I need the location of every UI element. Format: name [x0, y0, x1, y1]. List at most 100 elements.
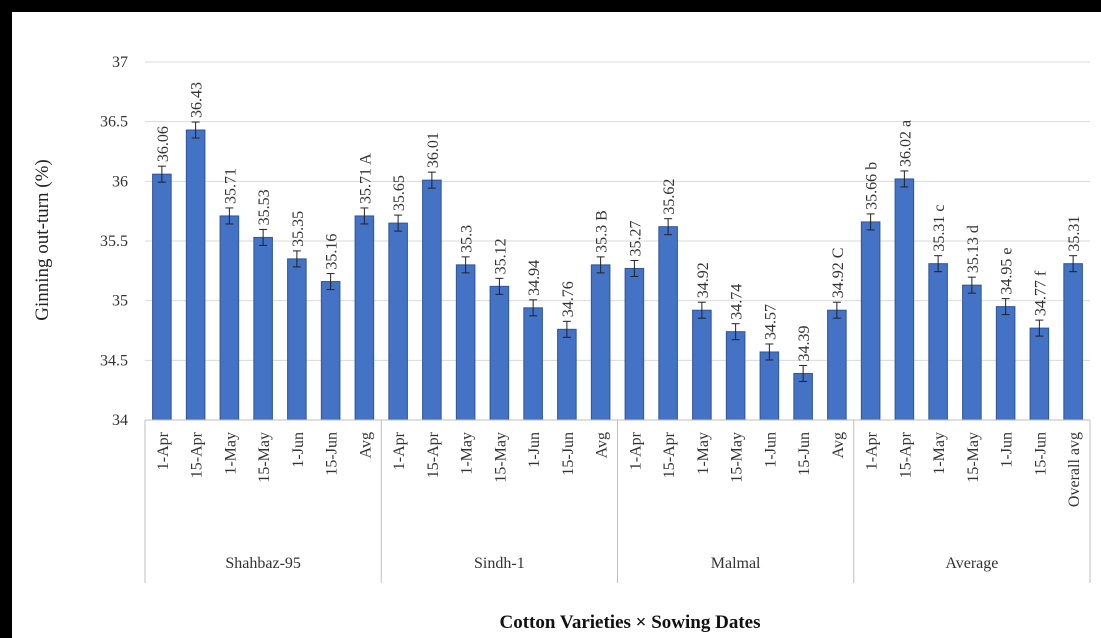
x-category-label: 1-Apr — [864, 431, 881, 470]
x-category-label: Overall avg — [1066, 432, 1083, 507]
bar — [422, 179, 442, 421]
data-label: 34.57 — [762, 304, 779, 340]
data-label: 36.43 — [189, 82, 206, 118]
data-label: 35.3 B — [594, 210, 611, 253]
data-label: 35.31 c — [931, 205, 948, 252]
bar — [928, 263, 948, 421]
bar-layer: 36.06 36.43 35.71 35.53 35.35 35.16 35.71 A 35.… — [152, 82, 1083, 421]
data-label: 35.65 — [391, 175, 408, 211]
data-label: 35.35 — [290, 211, 307, 247]
data-label: 36.01 — [425, 132, 442, 168]
y-axis-title: Ginning out-turn (%) — [32, 159, 53, 320]
x-category-label: 1-Apr — [391, 431, 408, 470]
x-category-label: 15-Apr — [425, 431, 442, 478]
y-tick-label: 36 — [112, 173, 128, 190]
y-tick-label: 35.5 — [100, 233, 128, 250]
bar — [894, 178, 915, 421]
x-category-label: Avg — [357, 432, 374, 458]
x-category-label: 1-Apr — [155, 431, 172, 470]
y-tick-label: 36.5 — [100, 114, 128, 131]
data-label: 34.92 — [695, 262, 712, 298]
data-label: 36.02 a — [897, 120, 914, 167]
x-category-label: 1-Jun — [762, 432, 779, 468]
x-category-label: 1-Apr — [627, 431, 644, 470]
y-tick-label: 34 — [112, 412, 128, 429]
x-category-label: 1-May — [695, 432, 712, 475]
data-label: 34.77 f — [1032, 270, 1049, 316]
data-label: 35.62 — [661, 179, 678, 215]
x-category-label: 15-Jun — [796, 432, 813, 476]
x-category-label: 15-May — [965, 432, 982, 483]
data-label: 34.94 — [526, 260, 543, 296]
x-category-label: 15-Jun — [560, 432, 577, 476]
data-label: 34.95 e — [999, 248, 1016, 295]
data-label: 35.27 — [627, 220, 644, 256]
x-category-label: 1-May — [459, 432, 476, 475]
bar — [455, 264, 476, 421]
x-category-label: 15-Apr — [189, 431, 206, 478]
x-category-label: 15-Apr — [661, 431, 678, 478]
data-label: 34.39 — [796, 325, 813, 361]
group-label: Malmal — [711, 555, 761, 572]
bar — [995, 306, 1016, 421]
grid-layer — [145, 61, 1090, 421]
data-label: 34.76 — [560, 281, 577, 317]
bar — [388, 222, 408, 421]
x-category-label: 1-Jun — [290, 432, 307, 468]
bar — [590, 264, 611, 421]
data-label: 35.71 — [222, 168, 239, 204]
x-axis-title: Cotton Varieties × Sowing Dates — [500, 612, 761, 633]
x-category-label: 1-May — [931, 432, 948, 475]
x-category-label: Avg — [830, 432, 847, 458]
x-category-label: 1-May — [222, 432, 239, 475]
bar — [152, 173, 172, 421]
data-label: 35.3 — [459, 225, 476, 253]
bar — [725, 331, 746, 421]
y-tick-label: 37 — [112, 54, 128, 71]
bar — [287, 258, 307, 421]
x-category-label: 1-Jun — [526, 432, 543, 468]
data-label: 35.12 — [492, 238, 509, 274]
x-category-label: 15-Apr — [897, 431, 914, 478]
data-label: 34.92 C — [830, 248, 847, 299]
axis-layer: 34 34.5 35 35.5 36 36.5 37 1-Apr 15-Apr 1-May 15-M… — [100, 54, 1091, 583]
data-label: 35.13 d — [965, 225, 982, 273]
x-category-label: 15-Jun — [324, 432, 341, 476]
bar — [827, 309, 847, 421]
bar — [523, 307, 543, 421]
bar — [759, 351, 780, 421]
bar — [962, 284, 982, 421]
y-tick-label: 34.5 — [100, 352, 128, 369]
x-category-label: 1-Jun — [999, 432, 1016, 468]
bar — [692, 309, 712, 421]
x-category-label: Avg — [594, 432, 611, 458]
bar — [860, 221, 881, 421]
bar — [1029, 327, 1050, 421]
group-label: Average — [945, 555, 998, 572]
x-category-label: 15-May — [729, 432, 746, 483]
bar — [320, 281, 341, 421]
bar — [557, 328, 577, 421]
data-label: 35.31 — [1066, 216, 1083, 252]
bar — [185, 129, 206, 421]
bar — [219, 215, 240, 421]
bar — [253, 236, 273, 421]
bar — [624, 267, 645, 421]
x-category-label: 15-May — [492, 432, 509, 483]
y-tick-label: 35 — [112, 293, 128, 310]
group-label: Sindh-1 — [474, 555, 525, 572]
data-label: 36.06 — [155, 126, 172, 162]
data-label: 35.53 — [256, 189, 273, 225]
bar — [354, 215, 375, 421]
data-label: 35.66 b — [864, 162, 881, 210]
x-category-label: 15-Jun — [1032, 432, 1049, 476]
group-label: Shahbaz-95 — [225, 555, 301, 572]
bar — [1063, 263, 1083, 421]
x-category-label: 15-May — [256, 432, 273, 483]
bar — [658, 226, 678, 421]
data-label: 34.74 — [729, 284, 746, 320]
data-label: 35.16 — [324, 234, 341, 270]
data-label: 35.71 A — [357, 153, 374, 204]
